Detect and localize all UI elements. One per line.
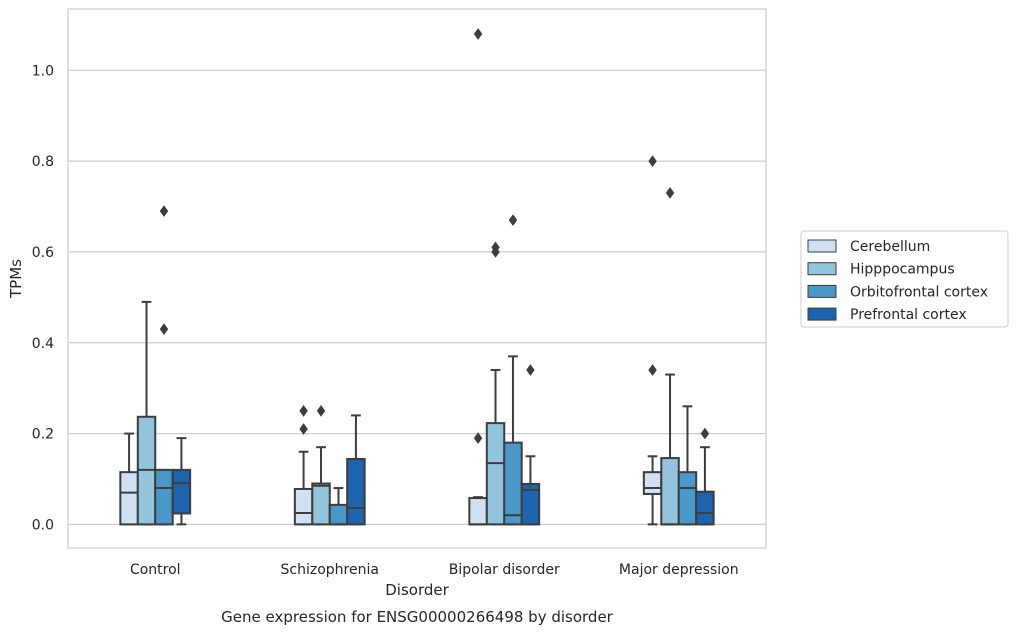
box-control-orbitofrontal-cortex (154, 205, 174, 526)
legend-item-orbitofrontal-cortex: Orbitofrontal cortex (807, 284, 988, 300)
box-bipolar-disorder-hipppocampus (485, 241, 506, 526)
legend-label: Prefrontal cortex (850, 307, 967, 323)
y-tick-labels: 0.0 0.2 0.4 0.6 0.8 1.0 (32, 63, 54, 533)
grid-lines (68, 69, 766, 526)
x-tick-label-bipolar-disorder: Bipolar disorder (449, 562, 560, 578)
box-bipolar-disorder-orbitofrontal-cortex (503, 214, 523, 526)
outlier-0 (473, 432, 483, 444)
x-tick-label-schizophrenia: Schizophrenia (281, 562, 379, 578)
legend-label: Hipppocampus (850, 262, 955, 278)
box-major-depression-orbitofrontal-cortex (677, 405, 698, 526)
legend-item-hipppocampus: Hipppocampus (807, 262, 955, 278)
box-iqr (171, 468, 192, 515)
y-tick-label-2: 0.4 (32, 336, 54, 352)
box-iqr (154, 468, 174, 526)
outlier-0 (648, 364, 657, 376)
box-schizophrenia-orbitofrontal-cortex (328, 487, 349, 526)
legend-label: Orbitofrontal cortex (850, 284, 988, 300)
box-iqr (677, 471, 698, 526)
box-iqr (328, 503, 349, 526)
box-groups (119, 28, 715, 526)
plot-frame (67, 8, 767, 549)
legend-label: Cerebellum (850, 239, 930, 255)
box-major-depression-cerebellum (642, 155, 663, 526)
box-major-depression-prefrontal-cortex (695, 427, 715, 526)
legend-item-prefrontal-cortex: Prefrontal cortex (807, 307, 967, 323)
box-iqr (503, 441, 523, 526)
box-iqr (660, 457, 680, 526)
legend-frame (800, 230, 1009, 328)
box-iqr (311, 482, 331, 526)
box-control-prefrontal-cortex (171, 437, 192, 526)
y-tick-label-1: 0.2 (32, 427, 54, 443)
legend-swatch (807, 307, 837, 321)
outlier-0 (665, 187, 675, 199)
box-iqr (346, 457, 366, 526)
y-axis-label: TPMs (7, 259, 25, 299)
chart-caption: Gene expression for ENSG00000266498 by d… (221, 608, 614, 626)
legend: Cerebellum Hipppocampus Orbitofrontal cort… (800, 230, 1009, 328)
outlier-1 (648, 155, 657, 167)
x-axis-label: Disorder (385, 581, 449, 599)
outlier-1 (159, 205, 169, 217)
x-tick-label-major-depression: Major depression (619, 562, 739, 578)
box-bipolar-disorder-prefrontal-cortex (520, 364, 541, 526)
x-tick-labels: Control Schizophrenia Bipolar disorder Majo… (130, 562, 739, 578)
y-tick-label-4: 0.8 (32, 154, 54, 170)
outlier-1 (491, 241, 500, 254)
box-iqr (468, 497, 488, 526)
box-schizophrenia-prefrontal-cortex (346, 414, 366, 526)
box-control-cerebellum (119, 432, 139, 526)
y-tick-label-0: 0.0 (32, 517, 54, 533)
box-iqr (119, 471, 139, 526)
legend-swatch (807, 262, 837, 276)
box-major-depression-hipppocampus (660, 187, 680, 526)
box-schizophrenia-cerebellum (293, 405, 314, 526)
box-schizophrenia-hipppocampus (311, 405, 331, 526)
legend-swatch (807, 239, 837, 253)
y-tick-label-5: 1.0 (32, 63, 54, 79)
box-iqr (293, 487, 314, 526)
outlier-0 (159, 323, 169, 335)
outlier-1 (299, 405, 308, 417)
outlier-0 (299, 423, 308, 435)
box-iqr (485, 422, 506, 526)
box-bipolar-disorder-cerebellum (468, 28, 488, 526)
outlier-1 (473, 28, 483, 40)
outlier-0 (316, 405, 326, 417)
outlier-0 (526, 364, 535, 376)
legend-swatch (807, 284, 837, 298)
box-control-hipppocampus (136, 300, 157, 526)
y-tick-label-3: 0.6 (32, 245, 54, 261)
box-iqr (520, 482, 541, 526)
box-iqr (642, 471, 663, 495)
box-iqr (695, 490, 715, 526)
legend-item-cerebellum: Cerebellum (807, 239, 930, 255)
outlier-0 (508, 214, 518, 227)
x-tick-label-control: Control (130, 562, 181, 578)
outlier-0 (700, 427, 710, 440)
